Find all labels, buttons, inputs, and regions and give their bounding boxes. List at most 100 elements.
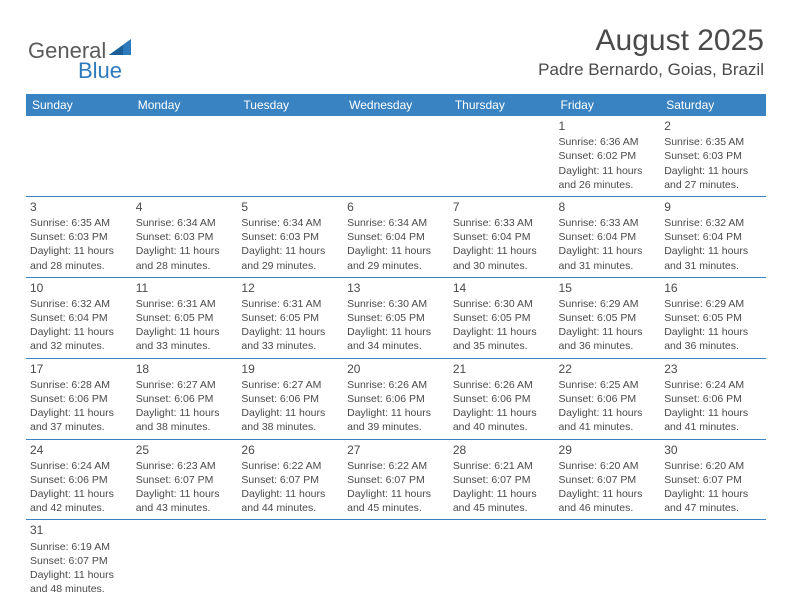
daylight-line: Daylight: 11 hours and 35 minutes. [453, 325, 551, 353]
day-cell: 16Sunrise: 6:29 AMSunset: 6:05 PMDayligh… [660, 277, 766, 358]
sunrise-line: Sunrise: 6:32 AM [664, 216, 762, 230]
sunset-line: Sunset: 6:06 PM [664, 392, 762, 406]
sunset-line: Sunset: 6:07 PM [347, 473, 445, 487]
sunrise-line: Sunrise: 6:32 AM [30, 297, 128, 311]
weekday-header: Wednesday [343, 94, 449, 116]
sunset-line: Sunset: 6:03 PM [136, 230, 234, 244]
sunset-line: Sunset: 6:04 PM [453, 230, 551, 244]
sunrise-line: Sunrise: 6:26 AM [347, 378, 445, 392]
daylight-line: Daylight: 11 hours and 29 minutes. [241, 244, 339, 272]
sunrise-line: Sunrise: 6:25 AM [559, 378, 657, 392]
day-number: 21 [453, 361, 551, 377]
weekday-header: Friday [555, 94, 661, 116]
daylight-line: Daylight: 11 hours and 30 minutes. [453, 244, 551, 272]
daylight-line: Daylight: 11 hours and 31 minutes. [664, 244, 762, 272]
sunset-line: Sunset: 6:07 PM [664, 473, 762, 487]
daylight-line: Daylight: 11 hours and 46 minutes. [559, 487, 657, 515]
daylight-line: Daylight: 11 hours and 44 minutes. [241, 487, 339, 515]
day-cell: 5Sunrise: 6:34 AMSunset: 6:03 PMDaylight… [237, 196, 343, 277]
sunset-line: Sunset: 6:06 PM [347, 392, 445, 406]
empty-cell [237, 116, 343, 196]
sunrise-line: Sunrise: 6:30 AM [347, 297, 445, 311]
sail-icon [108, 36, 132, 56]
sunrise-line: Sunrise: 6:35 AM [664, 135, 762, 149]
day-cell: 12Sunrise: 6:31 AMSunset: 6:05 PMDayligh… [237, 277, 343, 358]
day-number: 20 [347, 361, 445, 377]
daylight-line: Daylight: 11 hours and 38 minutes. [241, 406, 339, 434]
day-number: 19 [241, 361, 339, 377]
month-title: August 2025 [538, 24, 764, 58]
sunset-line: Sunset: 6:07 PM [136, 473, 234, 487]
sunset-line: Sunset: 6:06 PM [136, 392, 234, 406]
empty-cell [132, 520, 238, 600]
day-cell: 29Sunrise: 6:20 AMSunset: 6:07 PMDayligh… [555, 439, 661, 520]
day-cell: 3Sunrise: 6:35 AMSunset: 6:03 PMDaylight… [26, 196, 132, 277]
calendar-table: SundayMondayTuesdayWednesdayThursdayFrid… [26, 94, 766, 600]
sunset-line: Sunset: 6:07 PM [559, 473, 657, 487]
sunrise-line: Sunrise: 6:22 AM [241, 459, 339, 473]
day-cell: 21Sunrise: 6:26 AMSunset: 6:06 PMDayligh… [449, 358, 555, 439]
empty-cell [660, 520, 766, 600]
title-block: August 2025 Padre Bernardo, Goias, Brazi… [538, 24, 764, 80]
sunrise-line: Sunrise: 6:29 AM [664, 297, 762, 311]
day-number: 3 [30, 199, 128, 215]
sunset-line: Sunset: 6:06 PM [30, 392, 128, 406]
daylight-line: Daylight: 11 hours and 38 minutes. [136, 406, 234, 434]
daylight-line: Daylight: 11 hours and 36 minutes. [664, 325, 762, 353]
daylight-line: Daylight: 11 hours and 36 minutes. [559, 325, 657, 353]
calendar-row: 1Sunrise: 6:36 AMSunset: 6:02 PMDaylight… [26, 116, 766, 196]
daylight-line: Daylight: 11 hours and 33 minutes. [241, 325, 339, 353]
day-cell: 31Sunrise: 6:19 AMSunset: 6:07 PMDayligh… [26, 520, 132, 600]
day-number: 13 [347, 280, 445, 296]
daylight-line: Daylight: 11 hours and 31 minutes. [559, 244, 657, 272]
daylight-line: Daylight: 11 hours and 45 minutes. [453, 487, 551, 515]
day-cell: 13Sunrise: 6:30 AMSunset: 6:05 PMDayligh… [343, 277, 449, 358]
day-number: 9 [664, 199, 762, 215]
sunrise-line: Sunrise: 6:31 AM [241, 297, 339, 311]
day-cell: 19Sunrise: 6:27 AMSunset: 6:06 PMDayligh… [237, 358, 343, 439]
day-number: 27 [347, 442, 445, 458]
day-cell: 22Sunrise: 6:25 AMSunset: 6:06 PMDayligh… [555, 358, 661, 439]
daylight-line: Daylight: 11 hours and 33 minutes. [136, 325, 234, 353]
day-number: 7 [453, 199, 551, 215]
sunrise-line: Sunrise: 6:23 AM [136, 459, 234, 473]
empty-cell [449, 116, 555, 196]
calendar-row: 10Sunrise: 6:32 AMSunset: 6:04 PMDayligh… [26, 277, 766, 358]
daylight-line: Daylight: 11 hours and 45 minutes. [347, 487, 445, 515]
daylight-line: Daylight: 11 hours and 26 minutes. [559, 164, 657, 192]
day-cell: 30Sunrise: 6:20 AMSunset: 6:07 PMDayligh… [660, 439, 766, 520]
sunrise-line: Sunrise: 6:20 AM [664, 459, 762, 473]
day-cell: 23Sunrise: 6:24 AMSunset: 6:06 PMDayligh… [660, 358, 766, 439]
day-number: 10 [30, 280, 128, 296]
day-number: 30 [664, 442, 762, 458]
daylight-line: Daylight: 11 hours and 32 minutes. [30, 325, 128, 353]
day-cell: 26Sunrise: 6:22 AMSunset: 6:07 PMDayligh… [237, 439, 343, 520]
empty-cell [449, 520, 555, 600]
sunset-line: Sunset: 6:05 PM [241, 311, 339, 325]
day-number: 24 [30, 442, 128, 458]
day-number: 12 [241, 280, 339, 296]
weekday-header: Sunday [26, 94, 132, 116]
empty-cell [343, 116, 449, 196]
sunset-line: Sunset: 6:05 PM [136, 311, 234, 325]
sunset-line: Sunset: 6:03 PM [664, 149, 762, 163]
sunset-line: Sunset: 6:03 PM [241, 230, 339, 244]
weekday-header: Saturday [660, 94, 766, 116]
empty-cell [132, 116, 238, 196]
daylight-line: Daylight: 11 hours and 41 minutes. [559, 406, 657, 434]
day-number: 17 [30, 361, 128, 377]
sunset-line: Sunset: 6:06 PM [241, 392, 339, 406]
day-number: 6 [347, 199, 445, 215]
day-number: 26 [241, 442, 339, 458]
sunset-line: Sunset: 6:05 PM [347, 311, 445, 325]
empty-cell [237, 520, 343, 600]
sunrise-line: Sunrise: 6:36 AM [559, 135, 657, 149]
daylight-line: Daylight: 11 hours and 34 minutes. [347, 325, 445, 353]
daylight-line: Daylight: 11 hours and 41 minutes. [664, 406, 762, 434]
sunrise-line: Sunrise: 6:34 AM [347, 216, 445, 230]
daylight-line: Daylight: 11 hours and 48 minutes. [30, 568, 128, 596]
sunrise-line: Sunrise: 6:26 AM [453, 378, 551, 392]
sunset-line: Sunset: 6:04 PM [559, 230, 657, 244]
sunrise-line: Sunrise: 6:27 AM [241, 378, 339, 392]
sunrise-line: Sunrise: 6:35 AM [30, 216, 128, 230]
